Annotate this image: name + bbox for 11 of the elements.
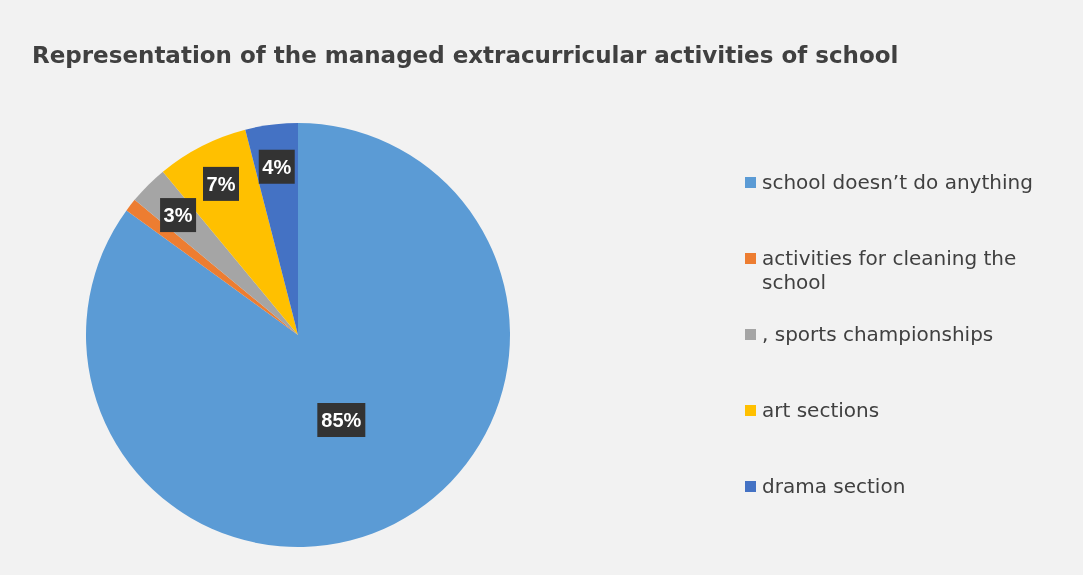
chart-title: Representation of the managed extracurricular activities of school (32, 42, 899, 68)
data-label: 7% (206, 172, 236, 195)
legend-label: school doesn’t do anything (762, 170, 1033, 194)
data-label: 4% (262, 155, 292, 178)
data-label: 3% (163, 204, 193, 227)
data-label: 85% (321, 409, 362, 431)
legend-label: , sports championships (762, 322, 994, 346)
legend-label: art sections (762, 398, 880, 422)
pie-slice (86, 123, 510, 547)
legend-label: activities for cleaning the school (762, 246, 1018, 294)
legend-label: drama section (762, 474, 906, 498)
